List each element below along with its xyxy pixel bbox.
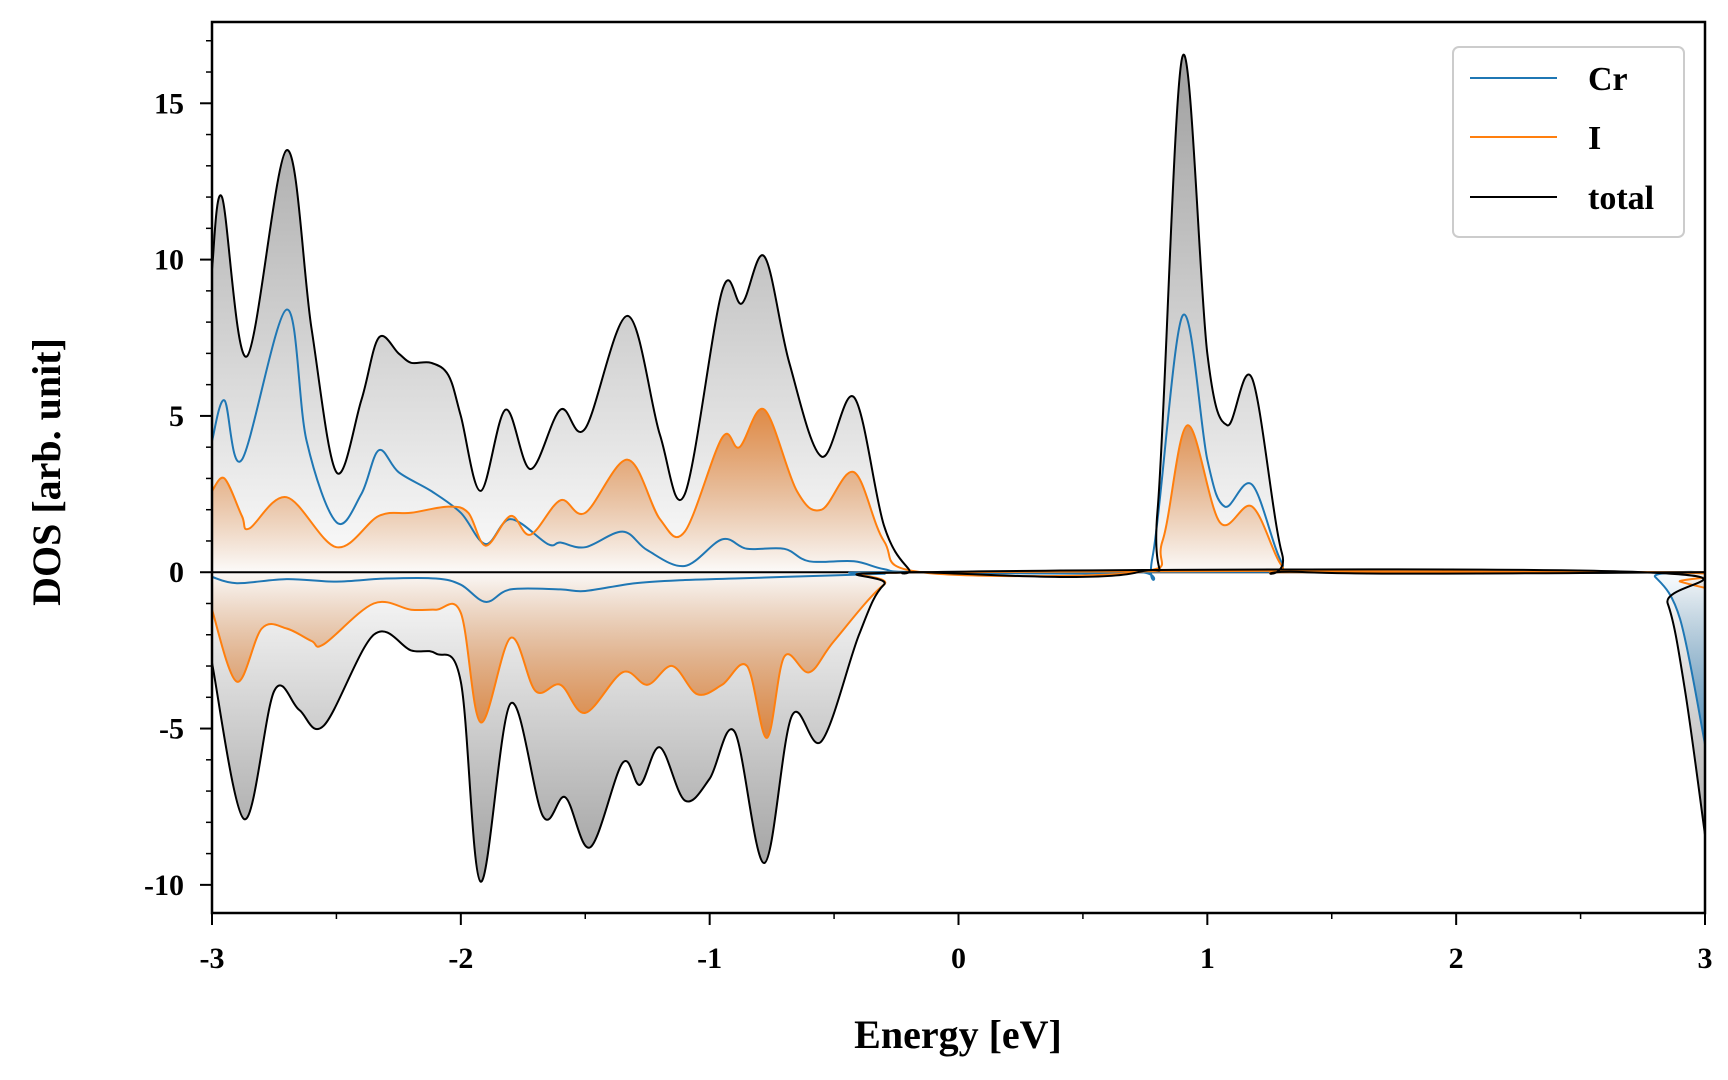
x-tick-label: 3 bbox=[1698, 942, 1713, 975]
x-tick-label: -3 bbox=[200, 942, 225, 975]
y-tick-label: -10 bbox=[144, 869, 184, 902]
y-tick-label: 5 bbox=[169, 400, 184, 433]
cr-up-line bbox=[212, 308, 1705, 581]
legend-total-label: total bbox=[1588, 180, 1654, 217]
legend-box bbox=[1452, 46, 1685, 238]
y-axis-title: DOS [arb. unit] bbox=[24, 338, 69, 606]
x-tick-label: 1 bbox=[1200, 942, 1215, 975]
legend-i-label: I bbox=[1588, 120, 1601, 157]
x-tick-label: -1 bbox=[697, 942, 722, 975]
iodine-up-fill bbox=[212, 408, 1705, 577]
chromium-down-fill bbox=[1635, 571, 1705, 745]
legend-cr-label: Cr bbox=[1588, 61, 1628, 98]
total-up-line bbox=[212, 53, 1705, 578]
y-tick-label: 15 bbox=[154, 87, 184, 120]
y-tick-label: 10 bbox=[154, 244, 184, 277]
y-tick-label: -5 bbox=[159, 713, 184, 746]
total-up-fill bbox=[212, 54, 1705, 578]
x-tick-label: 0 bbox=[951, 942, 966, 975]
y-tick-label: 0 bbox=[169, 556, 184, 589]
total-down-fill bbox=[212, 569, 1705, 882]
i-up-line bbox=[212, 408, 1705, 578]
x-axis-title: Energy [eV] bbox=[854, 1012, 1062, 1057]
legend: Cr I total bbox=[1452, 46, 1685, 238]
total-down-line bbox=[212, 568, 1705, 883]
iodine-down-fill bbox=[212, 570, 1705, 738]
x-tick-label: -2 bbox=[448, 942, 473, 975]
x-tick-label: 2 bbox=[1449, 942, 1464, 975]
